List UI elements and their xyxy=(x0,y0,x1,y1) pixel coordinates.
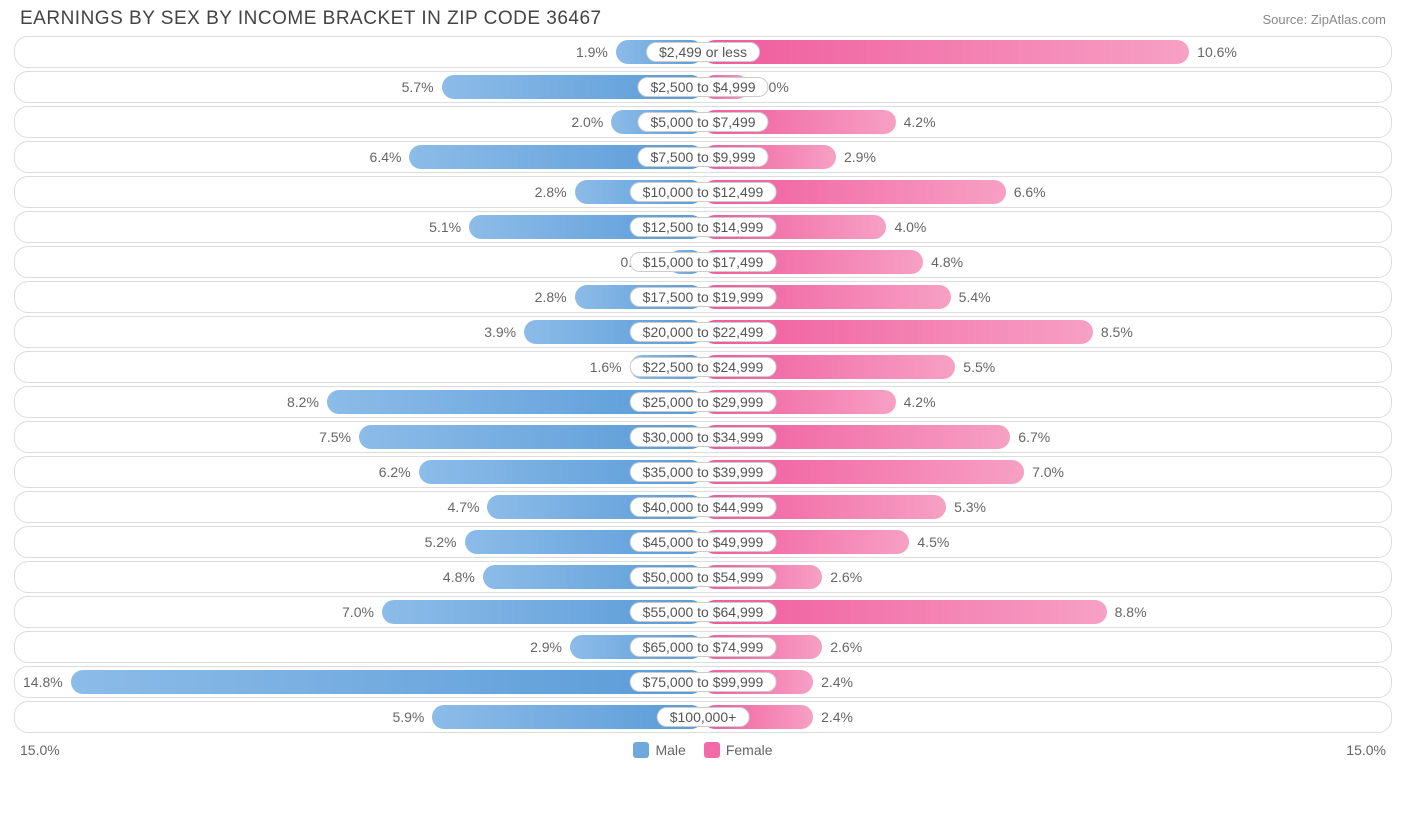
female-pct-label: 6.7% xyxy=(1010,429,1058,445)
chart-row: 7.0% 8.8% $55,000 to $64,999 xyxy=(14,596,1392,628)
male-pct-label: 1.9% xyxy=(568,44,616,60)
chart-row: 6.4% 2.9% $7,500 to $9,999 xyxy=(14,141,1392,173)
bracket-label: $50,000 to $54,999 xyxy=(630,567,777,587)
legend: Male Female xyxy=(633,742,772,758)
bracket-label: $10,000 to $12,499 xyxy=(630,182,777,202)
source-attribution: Source: ZipAtlas.com xyxy=(1262,12,1386,27)
female-pct-label: 6.6% xyxy=(1006,184,1054,200)
bracket-label: $20,000 to $22,499 xyxy=(630,322,777,342)
female-pct-label: 4.2% xyxy=(896,114,944,130)
bracket-label: $12,500 to $14,999 xyxy=(630,217,777,237)
legend-male: Male xyxy=(633,742,685,758)
legend-male-label: Male xyxy=(655,742,685,758)
chart-row: 1.9% 10.6% $2,499 or less xyxy=(14,36,1392,68)
bracket-label: $45,000 to $49,999 xyxy=(630,532,777,552)
chart-row: 4.7% 5.3% $40,000 to $44,999 xyxy=(14,491,1392,523)
female-pct-label: 8.8% xyxy=(1107,604,1155,620)
male-pct-label: 7.0% xyxy=(334,604,382,620)
female-pct-label: 4.5% xyxy=(909,534,957,550)
female-swatch-icon xyxy=(704,742,720,758)
male-swatch-icon xyxy=(633,742,649,758)
chart-row: 7.5% 6.7% $30,000 to $34,999 xyxy=(14,421,1392,453)
male-pct-label: 5.9% xyxy=(384,709,432,725)
male-pct-label: 5.2% xyxy=(417,534,465,550)
chart-row: 3.9% 8.5% $20,000 to $22,499 xyxy=(14,316,1392,348)
female-pct-label: 2.6% xyxy=(822,569,870,585)
female-pct-label: 2.9% xyxy=(836,149,884,165)
chart-row: 2.8% 5.4% $17,500 to $19,999 xyxy=(14,281,1392,313)
chart-row: 6.2% 7.0% $35,000 to $39,999 xyxy=(14,456,1392,488)
male-pct-label: 1.6% xyxy=(582,359,630,375)
male-pct-label: 14.8% xyxy=(15,674,71,690)
axis-right-max: 15.0% xyxy=(1346,742,1386,758)
bracket-label: $55,000 to $64,999 xyxy=(630,602,777,622)
bracket-label: $75,000 to $99,999 xyxy=(630,672,777,692)
chart-row: 1.6% 5.5% $22,500 to $24,999 xyxy=(14,351,1392,383)
chart-row: 4.8% 2.6% $50,000 to $54,999 xyxy=(14,561,1392,593)
female-pct-label: 10.6% xyxy=(1189,44,1245,60)
male-pct-label: 2.0% xyxy=(563,114,611,130)
bracket-label: $7,500 to $9,999 xyxy=(637,147,768,167)
bracket-label: $100,000+ xyxy=(657,707,750,727)
chart-row: 2.0% 4.2% $5,000 to $7,499 xyxy=(14,106,1392,138)
bracket-label: $25,000 to $29,999 xyxy=(630,392,777,412)
chart-row: 5.2% 4.5% $45,000 to $49,999 xyxy=(14,526,1392,558)
bracket-label: $35,000 to $39,999 xyxy=(630,462,777,482)
bracket-label: $40,000 to $44,999 xyxy=(630,497,777,517)
male-pct-label: 4.7% xyxy=(440,499,488,515)
female-pct-label: 4.0% xyxy=(886,219,934,235)
female-bar xyxy=(703,40,1189,64)
female-pct-label: 7.0% xyxy=(1024,464,1072,480)
chart-row: 5.1% 4.0% $12,500 to $14,999 xyxy=(14,211,1392,243)
chart-row: 2.9% 2.6% $65,000 to $74,999 xyxy=(14,631,1392,663)
male-pct-label: 3.9% xyxy=(476,324,524,340)
female-pct-label: 2.4% xyxy=(813,674,861,690)
male-bar xyxy=(71,670,703,694)
male-pct-label: 2.8% xyxy=(527,184,575,200)
axis-left-max: 15.0% xyxy=(20,742,60,758)
female-pct-label: 4.2% xyxy=(896,394,944,410)
bracket-label: $5,000 to $7,499 xyxy=(637,112,768,132)
female-pct-label: 5.5% xyxy=(955,359,1003,375)
male-pct-label: 5.1% xyxy=(421,219,469,235)
bracket-label: $2,499 or less xyxy=(646,42,760,62)
chart-row: 2.8% 6.6% $10,000 to $12,499 xyxy=(14,176,1392,208)
chart-body: 1.9% 10.6% $2,499 or less 5.7%1.0%$2,500 to… xyxy=(0,36,1406,733)
bracket-label: $22,500 to $24,999 xyxy=(630,357,777,377)
bracket-label: $2,500 to $4,999 xyxy=(637,77,768,97)
female-pct-label: 8.5% xyxy=(1093,324,1141,340)
legend-female-label: Female xyxy=(726,742,773,758)
female-pct-label: 2.4% xyxy=(813,709,861,725)
male-pct-label: 5.7% xyxy=(394,79,442,95)
male-pct-label: 2.8% xyxy=(527,289,575,305)
female-pct-label: 5.3% xyxy=(946,499,994,515)
male-pct-label: 6.2% xyxy=(371,464,419,480)
chart-row: 14.8% 2.4% $75,000 to $99,999 xyxy=(14,666,1392,698)
male-pct-label: 4.8% xyxy=(435,569,483,585)
chart-row: 5.9% 2.4% $100,000+ xyxy=(14,701,1392,733)
bracket-label: $30,000 to $34,999 xyxy=(630,427,777,447)
bracket-label: $65,000 to $74,999 xyxy=(630,637,777,657)
female-pct-label: 5.4% xyxy=(951,289,999,305)
male-pct-label: 8.2% xyxy=(279,394,327,410)
chart-title: EARNINGS BY SEX BY INCOME BRACKET IN ZIP… xyxy=(20,8,602,30)
female-pct-label: 2.6% xyxy=(822,639,870,655)
male-pct-label: 2.9% xyxy=(522,639,570,655)
male-pct-label: 6.4% xyxy=(362,149,410,165)
female-pct-label: 4.8% xyxy=(923,254,971,270)
chart-row: 0.76%4.8%$15,000 to $17,499 xyxy=(14,246,1392,278)
chart-row: 5.7%1.0%$2,500 to $4,999 xyxy=(14,71,1392,103)
bracket-label: $17,500 to $19,999 xyxy=(630,287,777,307)
chart-row: 8.2% 4.2% $25,000 to $29,999 xyxy=(14,386,1392,418)
male-pct-label: 7.5% xyxy=(311,429,359,445)
bracket-label: $15,000 to $17,499 xyxy=(630,252,777,272)
legend-female: Female xyxy=(704,742,773,758)
